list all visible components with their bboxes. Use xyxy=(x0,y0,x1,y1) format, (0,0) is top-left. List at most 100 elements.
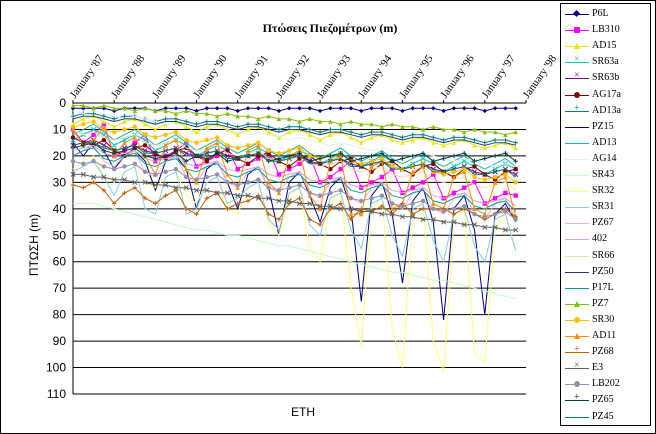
data-point xyxy=(111,142,117,148)
data-point xyxy=(503,174,508,180)
data-point xyxy=(369,129,374,135)
data-point xyxy=(225,111,230,116)
data-point xyxy=(420,106,426,111)
series-lb202 xyxy=(70,159,518,222)
data-point xyxy=(173,188,179,193)
legend-marker xyxy=(574,300,580,307)
data-point xyxy=(451,153,457,159)
y-tick-label: 50 xyxy=(53,228,67,242)
data-point xyxy=(81,143,86,148)
data-point xyxy=(307,132,312,137)
data-point xyxy=(70,124,76,130)
data-point xyxy=(297,145,302,151)
data-point xyxy=(194,211,199,217)
series-lb310 xyxy=(70,121,518,206)
legend-label: SR30 xyxy=(592,313,615,325)
legend-item: AD13 xyxy=(561,135,652,152)
data-point xyxy=(451,106,457,111)
data-point xyxy=(225,148,230,153)
legend-label: P6L xyxy=(592,8,609,19)
legend-label: AG14 xyxy=(592,152,617,164)
data-point xyxy=(492,129,498,135)
legend-label: SR32 xyxy=(592,185,615,197)
x-tick-label: January '95 xyxy=(397,53,436,101)
data-point xyxy=(317,119,323,124)
data-point xyxy=(132,161,137,167)
series-ad15 xyxy=(70,114,518,151)
data-point xyxy=(431,106,436,111)
y-tick-label: 80 xyxy=(53,308,67,322)
data-point xyxy=(163,182,169,188)
data-point xyxy=(184,206,189,212)
data-point xyxy=(399,214,406,220)
data-point xyxy=(328,127,333,132)
data-point xyxy=(70,159,76,164)
data-point xyxy=(492,211,498,217)
data-point xyxy=(389,206,395,212)
data-point xyxy=(266,185,271,190)
data-point xyxy=(225,180,230,185)
data-point xyxy=(173,151,179,156)
data-point xyxy=(204,159,210,164)
data-point xyxy=(389,137,395,143)
data-point xyxy=(503,132,508,137)
data-point xyxy=(328,119,333,124)
legend-item: 402 xyxy=(561,231,652,248)
legend-swatch xyxy=(565,255,589,257)
data-point xyxy=(307,200,313,207)
legend-item: × SR63a xyxy=(561,54,652,71)
data-point xyxy=(317,222,323,227)
data-point xyxy=(389,159,395,164)
data-point xyxy=(461,158,467,164)
data-point xyxy=(81,103,86,108)
data-point xyxy=(338,188,343,193)
legend-item: + AD13a xyxy=(561,103,652,120)
data-point xyxy=(400,140,405,145)
data-point xyxy=(122,119,127,124)
data-point xyxy=(369,208,375,215)
data-point xyxy=(462,151,467,156)
data-point xyxy=(431,206,436,212)
data-point xyxy=(101,121,107,127)
data-point xyxy=(81,161,86,167)
legend-marker: × xyxy=(574,70,580,82)
data-point xyxy=(194,180,199,185)
data-point xyxy=(153,201,158,206)
y-tick-label: 100 xyxy=(46,361,66,375)
data-point xyxy=(379,211,385,217)
legend-item: SR66 xyxy=(561,248,652,265)
data-point xyxy=(235,193,241,199)
data-point xyxy=(183,185,189,191)
data-point xyxy=(173,166,179,172)
data-point xyxy=(266,180,271,185)
data-point xyxy=(451,127,457,132)
y-tick-label: 10 xyxy=(53,122,67,136)
data-point xyxy=(420,151,426,156)
data-point xyxy=(410,132,415,137)
data-point xyxy=(122,127,127,132)
legend-marker xyxy=(574,43,580,50)
data-point xyxy=(132,108,137,114)
data-point xyxy=(317,203,323,209)
data-point xyxy=(503,151,508,156)
data-point xyxy=(451,135,457,140)
legend-swatch xyxy=(565,352,589,354)
data-point xyxy=(245,114,251,119)
data-point xyxy=(287,148,292,153)
data-point xyxy=(276,116,282,122)
data-point xyxy=(338,206,344,212)
data-point xyxy=(225,172,230,177)
data-point xyxy=(338,121,343,127)
data-point xyxy=(81,116,86,122)
data-point xyxy=(225,206,230,212)
data-point xyxy=(441,108,446,114)
data-point xyxy=(348,211,354,217)
data-point xyxy=(307,127,312,132)
data-point xyxy=(420,164,426,169)
legend-swatch xyxy=(565,126,589,128)
data-point xyxy=(328,132,333,137)
data-point xyxy=(420,198,426,204)
data-point xyxy=(173,129,179,135)
data-point xyxy=(111,166,117,172)
data-point xyxy=(276,127,282,132)
